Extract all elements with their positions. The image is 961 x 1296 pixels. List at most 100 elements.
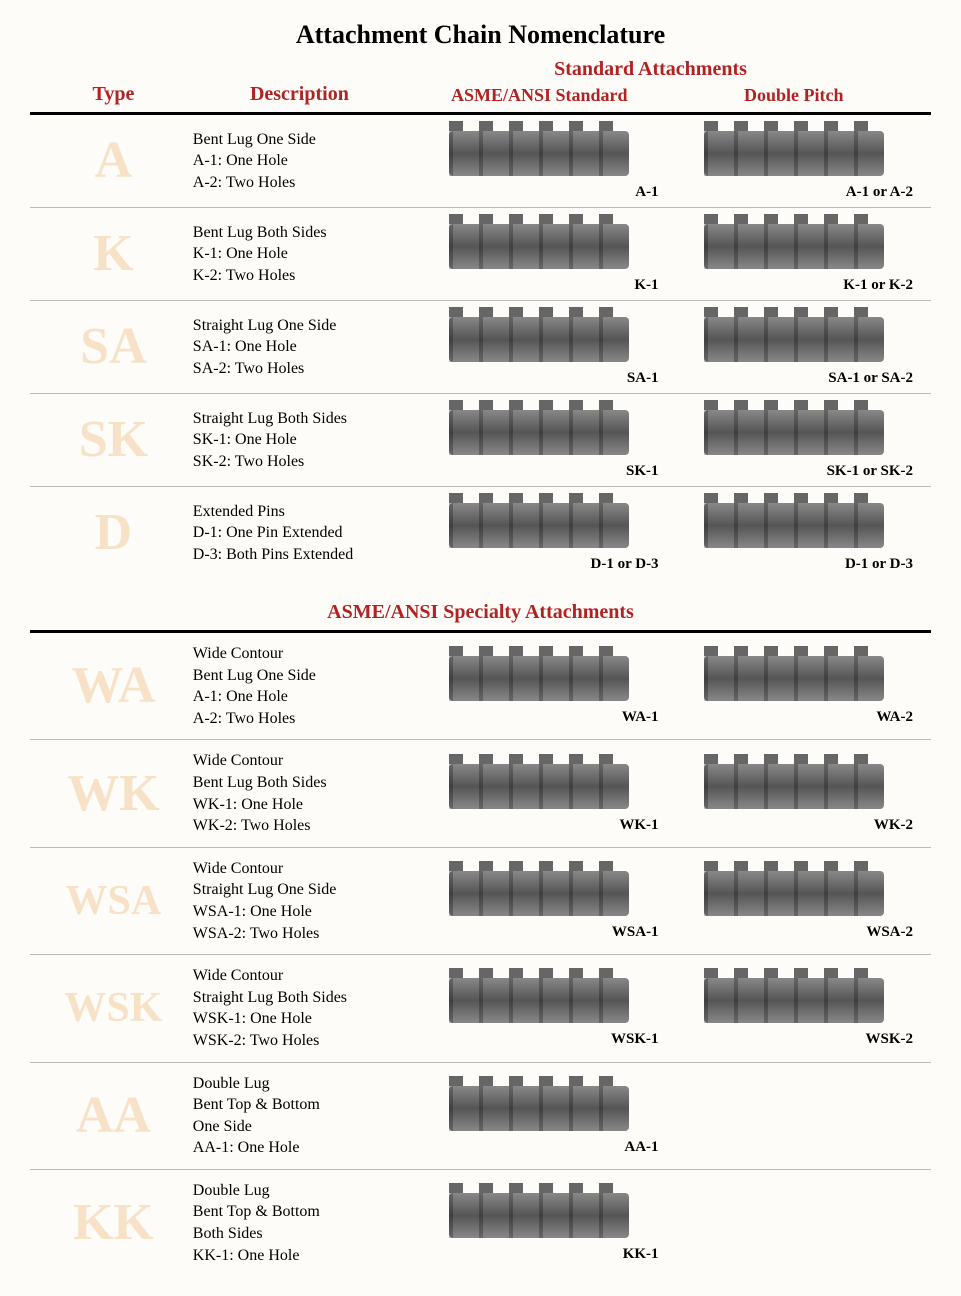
- chain-image: [449, 656, 629, 701]
- description-line: K-1: One Hole: [193, 243, 406, 265]
- double-pitch-label: K-1 or K-2: [843, 277, 913, 294]
- table-row: SAStraight Lug One SideSA-1: One HoleSA-…: [30, 301, 931, 394]
- chain-image: [449, 871, 629, 916]
- asme-label: A-1: [635, 184, 658, 201]
- type-letter: K: [40, 228, 187, 280]
- asme-image-cell: AA-1: [412, 1076, 666, 1156]
- description-line: Straight Lug Both Sides: [193, 408, 406, 430]
- double-pitch-label: SA-1 or SA-2: [828, 370, 913, 387]
- header-type: Type: [40, 83, 187, 106]
- asme-label: AA-1: [624, 1139, 658, 1156]
- type-letter: D: [40, 507, 187, 559]
- description-line: Bent Lug Both Sides: [193, 222, 406, 244]
- table-row: A Bent Lug One SideA-1: One HoleA-2: Two …: [30, 115, 931, 208]
- type-cell: AA: [40, 1090, 187, 1142]
- type-letter: SK: [40, 414, 187, 466]
- description-line: A-2: Two Holes: [193, 172, 406, 194]
- chain-image: [704, 224, 884, 269]
- table-row: AADouble LugBent Top & BottomOne SideAA-…: [30, 1063, 931, 1170]
- asme-image-cell: WA-1: [412, 646, 666, 726]
- chain-image: [704, 656, 884, 701]
- type-cell: SK: [40, 414, 187, 466]
- double-pitch-image-cell: [667, 1183, 921, 1263]
- description-line: WSK-1: One Hole: [193, 1008, 406, 1030]
- asme-image-cell: SA-1: [412, 307, 666, 387]
- table-row: SKStraight Lug Both SidesSK-1: One HoleS…: [30, 394, 931, 487]
- description-line: Wide Contour: [193, 858, 406, 880]
- description-line: Wide Contour: [193, 750, 406, 772]
- chain-image: [449, 503, 629, 548]
- chain-image: [704, 978, 884, 1023]
- standard-attachments-header: Standard Attachments: [370, 58, 931, 81]
- chain-image: [704, 410, 884, 455]
- type-cell: WSK: [40, 987, 187, 1029]
- description-line: SK-2: Two Holes: [193, 451, 406, 473]
- type-cell: D: [40, 507, 187, 559]
- column-headers: Type Description ASME/ANSI Standard Doub…: [30, 83, 931, 112]
- table-row: WAWide ContourBent Lug One SideA-1: One …: [30, 633, 931, 740]
- description-line: Bent Lug One Side: [193, 129, 406, 151]
- chain-image: [704, 871, 884, 916]
- description-line: K-2: Two Holes: [193, 265, 406, 287]
- double-pitch-label: WSA-2: [866, 924, 913, 941]
- asme-image-cell: SK-1: [412, 400, 666, 480]
- description-line: SA-2: Two Holes: [193, 358, 406, 380]
- description-line: Double Lug: [193, 1180, 406, 1202]
- description-line: WK-1: One Hole: [193, 794, 406, 816]
- chain-image: [449, 410, 629, 455]
- description-line: Double Lug: [193, 1073, 406, 1095]
- type-letter: A: [40, 135, 187, 187]
- description-line: Bent Top & Bottom: [193, 1201, 406, 1223]
- asme-image-cell: WSK-1: [412, 968, 666, 1048]
- description-cell: Straight Lug Both SidesSK-1: One HoleSK-…: [187, 404, 412, 477]
- asme-label: WK-1: [619, 817, 658, 834]
- header-double-pitch: Double Pitch: [666, 85, 921, 106]
- chain-image: [449, 764, 629, 809]
- description-line: WSK-2: Two Holes: [193, 1030, 406, 1052]
- double-pitch-label: SK-1 or SK-2: [827, 463, 913, 480]
- description-cell: Straight Lug One SideSA-1: One HoleSA-2:…: [187, 311, 412, 384]
- section2-table: WAWide ContourBent Lug One SideA-1: One …: [30, 633, 931, 1276]
- description-cell: Double LugBent Top & BottomOne SideAA-1:…: [187, 1069, 412, 1163]
- description-line: AA-1: One Hole: [193, 1137, 406, 1159]
- asme-image-cell: WSA-1: [412, 861, 666, 941]
- asme-image-cell: K-1: [412, 214, 666, 294]
- table-row: WSKWide ContourStraight Lug Both SidesWS…: [30, 955, 931, 1062]
- description-line: A-1: One Hole: [193, 150, 406, 172]
- description-line: Straight Lug One Side: [193, 879, 406, 901]
- description-line: SA-1: One Hole: [193, 336, 406, 358]
- chain-image: [704, 317, 884, 362]
- chain-image: [449, 1193, 629, 1238]
- chain-image: [449, 131, 629, 176]
- asme-image-cell: WK-1: [412, 754, 666, 834]
- table-row: DExtended PinsD-1: One Pin ExtendedD-3: …: [30, 487, 931, 579]
- description-line: Straight Lug Both Sides: [193, 987, 406, 1009]
- table-row: WSA Wide ContourStraight Lug One Side WSA-…: [30, 848, 931, 955]
- asme-label: SK-1: [626, 463, 659, 480]
- chain-image: [704, 131, 884, 176]
- double-pitch-label: WK-2: [874, 817, 913, 834]
- double-pitch-image-cell: D-1 or D-3: [667, 493, 921, 573]
- description-cell: Wide ContourStraight Lug Both SidesWSK-1…: [187, 961, 412, 1055]
- type-cell: K: [40, 228, 187, 280]
- double-pitch-label: WA-2: [876, 709, 913, 726]
- asme-label: WA-1: [622, 709, 659, 726]
- type-cell: KK: [40, 1197, 187, 1249]
- type-letter: WSA: [40, 880, 187, 922]
- description-cell: Bent Lug Both SidesK-1: One HoleK-2: Two…: [187, 218, 412, 291]
- double-pitch-label: WSK-2: [865, 1031, 913, 1048]
- table-row: WKWide ContourBent Lug Both SidesWK-1: O…: [30, 740, 931, 847]
- type-letter: SA: [40, 321, 187, 373]
- description-line: WSA-2: Two Holes: [193, 923, 406, 945]
- asme-label: SA-1: [627, 370, 659, 387]
- double-pitch-image-cell: A-1 or A-2: [667, 121, 921, 201]
- asme-label: WSA-1: [612, 924, 659, 941]
- description-line: Straight Lug One Side: [193, 315, 406, 337]
- header-description: Description: [187, 83, 412, 106]
- type-cell: A: [40, 135, 187, 187]
- type-cell: SA: [40, 321, 187, 373]
- description-cell: Extended PinsD-1: One Pin ExtendedD-3: B…: [187, 497, 412, 570]
- type-letter: AA: [40, 1090, 187, 1142]
- description-line: WK-2: Two Holes: [193, 815, 406, 837]
- double-pitch-label: A-1 or A-2: [846, 184, 913, 201]
